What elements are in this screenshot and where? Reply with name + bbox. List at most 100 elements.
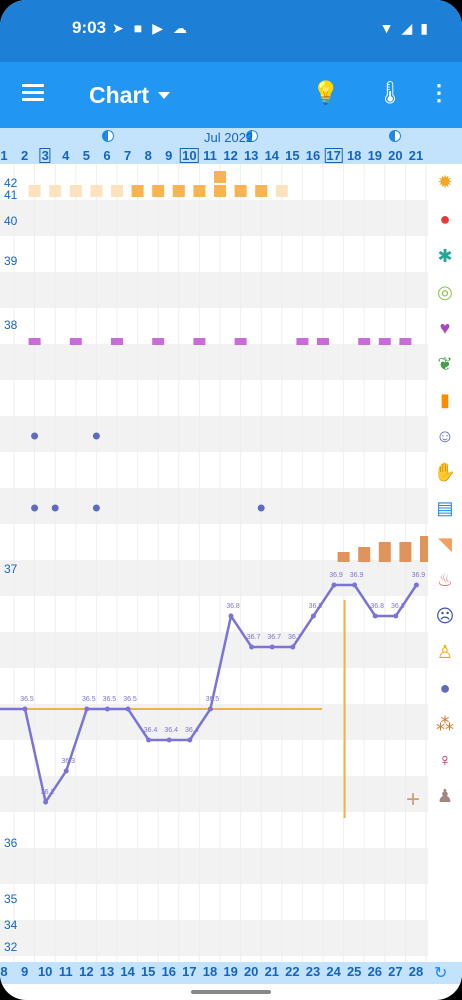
day-number[interactable]: 9	[165, 148, 173, 163]
thermometer-icon[interactable]: 🌡	[376, 80, 404, 105]
mood-icon[interactable]: ☹	[435, 606, 455, 626]
day-number[interactable]: 2	[20, 148, 29, 163]
cloud-icon: ☁	[172, 20, 187, 36]
more-icon[interactable]: ⋮	[428, 80, 450, 105]
user-icon[interactable]: ♟	[436, 786, 454, 806]
day-number[interactable]: 15	[285, 148, 300, 163]
add-icon[interactable]: +	[406, 786, 421, 813]
y-label: 40	[4, 214, 18, 228]
splash-icon[interactable]: ✱	[437, 246, 453, 266]
temperature-point	[331, 582, 337, 588]
day-number[interactable]: 5	[82, 148, 91, 163]
day-number[interactable]: 14	[264, 148, 280, 163]
sun-square	[69, 185, 82, 197]
drop-icon[interactable]: ●	[439, 209, 451, 229]
test-bar	[337, 552, 350, 562]
test-icon[interactable]: ◥	[438, 534, 452, 554]
balloon-icon[interactable]: ●	[439, 678, 451, 698]
dots-icon[interactable]: ⁂	[436, 714, 454, 734]
day-number[interactable]: 18	[346, 148, 362, 163]
day-number[interactable]: 7	[123, 148, 132, 163]
rings-icon[interactable]: ◎	[437, 282, 453, 302]
month-label: Jul 2022	[204, 130, 254, 145]
footer-day-number: 10	[37, 964, 53, 979]
sun-square	[152, 185, 165, 197]
sun-square	[214, 185, 226, 197]
menu-icon[interactable]	[22, 84, 44, 102]
temperature-label: 36.2	[41, 789, 55, 796]
day-number[interactable]: 16	[305, 148, 321, 163]
smile-dot	[31, 432, 39, 440]
band	[0, 416, 428, 452]
test-bar	[378, 542, 391, 562]
day-number[interactable]: 1	[0, 148, 8, 163]
day-number[interactable]: 17	[324, 148, 343, 163]
day-number[interactable]: 20	[388, 148, 403, 163]
day-number[interactable]: 3	[39, 148, 51, 163]
footer-day-number: 22	[285, 964, 300, 979]
band	[0, 488, 428, 524]
day-number[interactable]: 4	[62, 148, 70, 163]
heart-mark	[378, 338, 391, 345]
temperature-point	[63, 768, 69, 774]
temperature-point	[166, 737, 172, 743]
lightbulb-icon[interactable]: 💡	[312, 80, 340, 105]
day-number[interactable]: 21	[408, 148, 424, 163]
sun-icon[interactable]: ✹	[437, 172, 453, 192]
temperature-point	[290, 644, 296, 650]
day-number[interactable]: 12	[223, 148, 238, 163]
pill-icon[interactable]: ▮	[440, 390, 450, 410]
smile-dot	[92, 432, 100, 440]
bbt-chart[interactable]: 36.5 36.2 36.3 36.5 36.5 36.5 36.4 36.4 36.4 36.5…	[0, 164, 428, 962]
day-number[interactable]: 13	[243, 148, 259, 163]
document-icon[interactable]: ▤	[436, 498, 454, 518]
moon-phase-icon	[102, 130, 114, 142]
smile-icon[interactable]: ☺	[435, 426, 455, 446]
telegram-icon: ➤	[112, 20, 124, 36]
temperature-label: 36.7	[288, 634, 302, 641]
day-number[interactable]: 11	[203, 148, 217, 163]
person-icon[interactable]: ♙	[436, 642, 454, 662]
page-title[interactable]: Chart	[89, 82, 150, 108]
day-number[interactable]: 6	[103, 148, 111, 163]
day-number[interactable]: 19	[367, 148, 383, 163]
sun-square	[193, 185, 206, 197]
leaf-icon[interactable]: ❦	[437, 354, 453, 374]
footer-day-number: 8	[0, 964, 8, 979]
signal-icon: ◢	[401, 20, 413, 36]
home-indicator[interactable]	[191, 990, 271, 994]
video-icon: ■	[133, 20, 143, 36]
heart-mark	[28, 338, 41, 345]
pregnant-icon[interactable]: ♀	[438, 750, 452, 770]
temperature-point	[413, 582, 419, 588]
temperature-point	[207, 706, 213, 712]
day-number[interactable]: 10	[180, 148, 199, 163]
hand-icon[interactable]: ✋	[433, 462, 457, 482]
document-dot	[92, 504, 100, 512]
cervix-icon[interactable]: ♨	[436, 570, 454, 590]
sun-square	[111, 185, 123, 197]
band	[0, 344, 428, 380]
temperature-point	[22, 706, 28, 712]
temperature-point	[84, 706, 90, 712]
refresh-icon[interactable]: ↻	[434, 965, 448, 982]
y-label: 36	[4, 836, 18, 850]
footer-day-number: 20	[243, 964, 259, 979]
temperature-label: 36.7	[247, 634, 261, 641]
temperature-point	[269, 644, 275, 650]
sun-square	[90, 185, 103, 197]
temperature-label: 36.8	[370, 603, 384, 610]
heart-icon[interactable]: ♥	[439, 318, 451, 338]
footer-day-number: 21	[264, 964, 280, 979]
day-number[interactable]: 8	[144, 148, 152, 163]
temperature-point	[43, 799, 49, 805]
test-bar	[358, 547, 371, 562]
band	[0, 848, 428, 884]
heart-mark	[234, 338, 247, 345]
temperature-point	[310, 613, 316, 619]
chevron-down-icon[interactable]	[158, 92, 170, 99]
temperature-point	[372, 613, 378, 619]
footer-day-number: 13	[99, 964, 115, 979]
document-dot	[257, 504, 265, 512]
temperature-point	[249, 644, 255, 650]
